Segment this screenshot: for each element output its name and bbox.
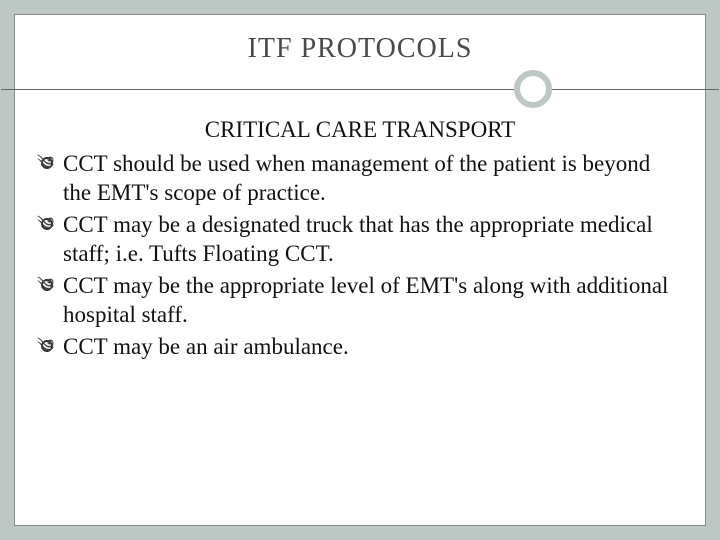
slide-content: CRITICAL CARE TRANSPORT ༄ CCT should be u…: [15, 117, 705, 361]
bullet-icon: ༄: [37, 213, 54, 236]
bullet-text: CCT may be a designated truck that has t…: [63, 212, 653, 266]
slide-title: ITF PROTOCOLS: [15, 15, 705, 89]
bullet-icon: ༄: [37, 152, 54, 175]
bullet-item: ༄ CCT should be used when management of t…: [37, 149, 683, 208]
divider-circle-icon: [514, 70, 552, 108]
bullet-item: ༄ CCT may be the appropriate level of EMT…: [37, 271, 683, 330]
slide-outer: ITF PROTOCOLS CRITICAL CARE TRANSPORT ༄C…: [0, 0, 720, 540]
bullet-text: CCT should be used when management of th…: [63, 151, 650, 205]
bullet-icon: ༄: [37, 274, 54, 297]
bullet-text: CCT may be an air ambulance.: [63, 334, 349, 359]
bullet-icon: ༄: [37, 335, 54, 358]
slide-subtitle: CRITICAL CARE TRANSPORT: [37, 117, 683, 143]
slide-inner: ITF PROTOCOLS CRITICAL CARE TRANSPORT ༄C…: [14, 14, 706, 526]
divider-line: [1, 89, 719, 90]
bullet-item: ༄ CCT may be a designated truck that has …: [37, 210, 683, 269]
bullet-item: ༄ CCT may be an air ambulance.: [37, 332, 683, 361]
bullet-text: CCT may be the appropriate level of EMT'…: [63, 273, 668, 327]
